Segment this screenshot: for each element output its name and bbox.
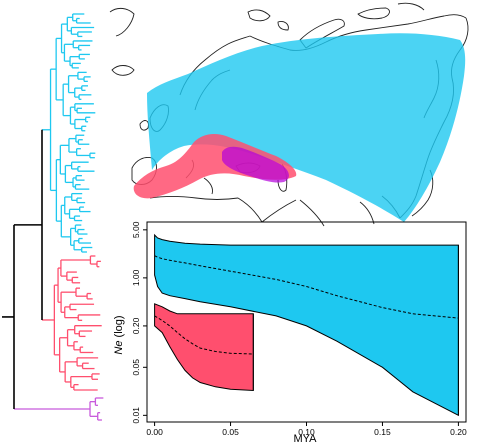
x-tick-label: 0.00	[146, 427, 163, 437]
tree-stem	[2, 129, 43, 409]
y-axis-title: Ne (log)	[113, 315, 125, 354]
range-red	[133, 134, 297, 199]
x-axis-ticks: 0.00 0.05 0.10 0.15 0.20	[146, 422, 467, 437]
median-line-0	[154, 255, 459, 319]
tree-clade-blue	[42, 13, 96, 253]
range-purple	[222, 146, 289, 183]
y-tick-label: 0.20	[131, 317, 141, 334]
x-axis-title: MYA	[293, 433, 317, 445]
y-tick-label: 0.05	[131, 359, 141, 376]
x-tick-label: 0.10	[298, 427, 315, 437]
range-blue	[147, 33, 466, 222]
y-tick-label: 5.00	[131, 221, 141, 238]
y-tick-label: 0.01	[131, 407, 141, 424]
hpd-band-1	[154, 303, 254, 392]
tree-clade-purple	[14, 397, 104, 421]
plot-series	[154, 233, 459, 417]
x-tick-label: 0.20	[450, 427, 467, 437]
y-axis-ticks: 0.01 0.05 0.20 1.00 5.00	[131, 221, 147, 424]
skyline-plot: 0.00 0.05 0.10 0.15 0.20 0.01 0.05 0.20 1.00 5.0…	[113, 221, 467, 445]
median-line-1	[154, 315, 254, 355]
y-tick-label: 1.00	[131, 269, 141, 286]
y-axis-title-ne: Ne	[113, 341, 125, 355]
phylogenetic-tree	[2, 13, 104, 421]
x-tick-label: 0.15	[374, 427, 391, 437]
x-tick-label: 0.05	[222, 427, 239, 437]
range-map	[109, 2, 469, 227]
y-axis-title-unit: (log)	[113, 315, 125, 340]
tree-clade-red	[42, 255, 102, 391]
